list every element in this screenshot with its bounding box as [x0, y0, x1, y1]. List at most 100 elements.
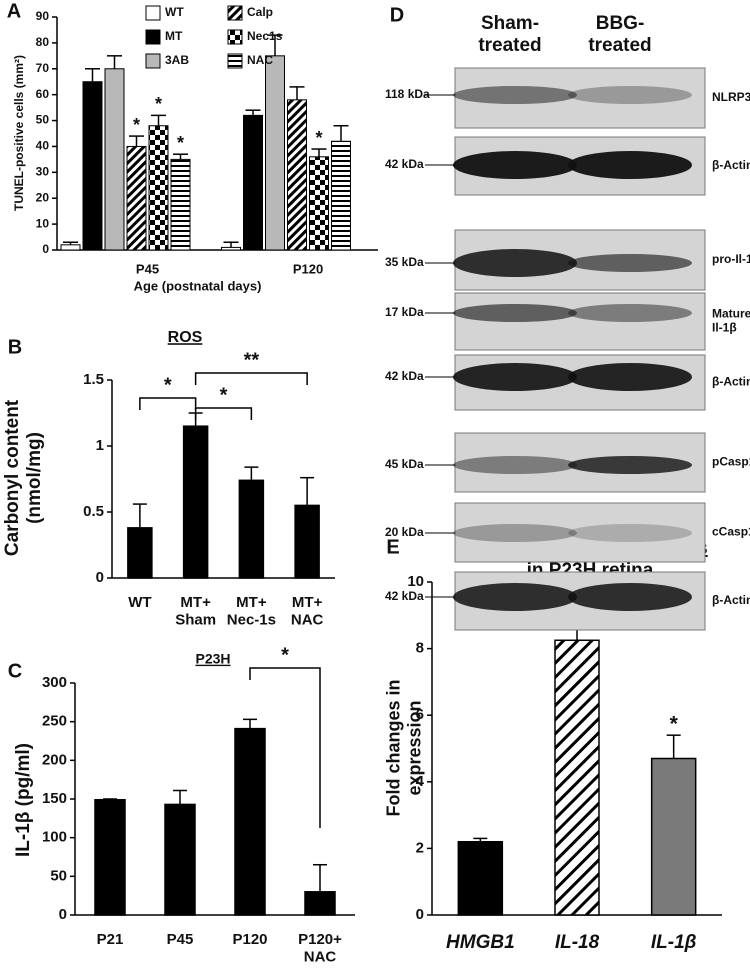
- protein-label: β-Actin: [712, 593, 750, 607]
- protein-label: pCasp1: [712, 455, 750, 469]
- significance-bracket: [194, 407, 253, 420]
- x-tick-label: P45: [167, 931, 194, 948]
- bar: [82, 81, 103, 251]
- blot-band: [568, 363, 692, 391]
- significance-star: *: [164, 374, 172, 396]
- significance-star: *: [177, 133, 184, 153]
- column-header: BBG-treated: [588, 13, 651, 56]
- x-tick-label: P120: [293, 261, 323, 276]
- bar: [287, 99, 307, 251]
- blot-band: [453, 524, 577, 542]
- y-tick-label: 20: [36, 190, 50, 204]
- blot-band: [568, 304, 692, 322]
- significance-star: *: [155, 94, 162, 114]
- legend-swatch: [227, 29, 243, 45]
- x-tick-label: MT+ Nec-1s: [227, 594, 276, 628]
- protein-label: pro-Il-1β: [712, 252, 750, 266]
- y-tick-label: 10: [407, 573, 424, 590]
- bar: [221, 246, 241, 251]
- bar: [182, 425, 209, 579]
- protein-label: β-Actin: [712, 158, 750, 172]
- bar: [104, 68, 125, 251]
- blot-band: [453, 304, 577, 322]
- x-tick-label: MT+ NAC: [291, 594, 324, 628]
- size-label: 17 kDa: [385, 305, 424, 319]
- bar: [94, 799, 126, 916]
- x-tick-label: P120+ NAC: [298, 931, 342, 965]
- bar: [554, 639, 600, 916]
- x-tick-label: IL-18: [555, 932, 600, 953]
- panel-label: B: [8, 336, 22, 358]
- significance-star: *: [670, 713, 679, 736]
- significance-star: *: [220, 384, 228, 406]
- y-tick-label: 4: [416, 773, 425, 790]
- x-tick-label: P120: [232, 931, 267, 948]
- y-tick-label: 40: [36, 139, 50, 153]
- bar: [127, 527, 153, 579]
- protein-label: Mature Il-1β: [712, 307, 750, 335]
- bar: [457, 840, 504, 916]
- y-tick-label: 50: [50, 867, 67, 884]
- blot-band: [568, 254, 692, 272]
- y-tick-label: 30: [36, 165, 50, 179]
- y-tick-label: 90: [36, 9, 50, 23]
- blot-band: [453, 86, 577, 104]
- blot-strip: [454, 502, 706, 563]
- size-label: 20 kDa: [385, 525, 424, 539]
- legend-label: WT: [165, 5, 184, 19]
- significance-star: **: [244, 349, 260, 371]
- significance-bracket: [139, 397, 197, 410]
- bar: [234, 727, 266, 916]
- bar: [265, 55, 285, 251]
- y-axis-label: Carbonyl content(nmol/mg): [2, 399, 45, 556]
- column-header: Sham-treated: [478, 13, 541, 56]
- significance-bracket: [194, 372, 308, 385]
- protein-label: cCasp1: [712, 525, 750, 539]
- blot-strip: [454, 292, 706, 351]
- size-label: 42 kDa: [385, 369, 424, 383]
- y-axis-label: Fold changes inexpression: [383, 679, 424, 816]
- blot-band: [568, 456, 692, 474]
- bar: [60, 244, 81, 251]
- blot-band: [453, 363, 577, 391]
- y-tick-label: 2: [416, 839, 424, 856]
- y-tick-label: 6: [416, 706, 424, 723]
- y-tick-label: 50: [36, 113, 50, 127]
- legend-swatch: [145, 29, 161, 45]
- x-tick-label: P21: [97, 931, 124, 948]
- blot-band: [453, 249, 577, 277]
- bar: [126, 145, 147, 251]
- size-label: 42 kDa: [385, 157, 424, 171]
- x-tick-label: WT: [128, 594, 151, 611]
- bar: [243, 114, 263, 251]
- y-tick-label: 8: [416, 640, 424, 657]
- size-label: 42 kDa: [385, 589, 424, 603]
- legend-label: 3AB: [165, 53, 189, 67]
- protein-label: NLRP3: [712, 90, 750, 104]
- bar: [294, 504, 320, 579]
- y-tick-label: 150: [42, 790, 67, 807]
- blot-band: [568, 151, 692, 179]
- y-axis-label: IL-1β (pg/ml): [13, 743, 34, 857]
- chart-title: P23H: [195, 651, 230, 667]
- legend-label: NAC: [247, 53, 273, 67]
- y-axis-label: TUNEL-positive cells (mm²): [12, 55, 26, 211]
- y-tick-label: 80: [36, 35, 50, 49]
- legend-swatch: [227, 53, 243, 69]
- bar: [331, 140, 351, 251]
- significance-star: *: [315, 128, 322, 148]
- size-label: 118 kDa: [385, 87, 430, 101]
- y-tick-label: 0: [416, 906, 424, 923]
- bar: [304, 891, 336, 916]
- bar: [650, 757, 697, 916]
- y-tick-label: 70: [36, 61, 50, 75]
- significance-star: *: [133, 115, 140, 135]
- bar: [238, 479, 265, 579]
- y-tick-label: 1.5: [83, 371, 104, 388]
- bar: [148, 125, 169, 251]
- legend-swatch: [227, 5, 243, 21]
- y-tick-label: 0: [96, 569, 104, 586]
- x-tick-label: IL-1β: [651, 932, 697, 953]
- legend-label: Calp: [247, 5, 273, 19]
